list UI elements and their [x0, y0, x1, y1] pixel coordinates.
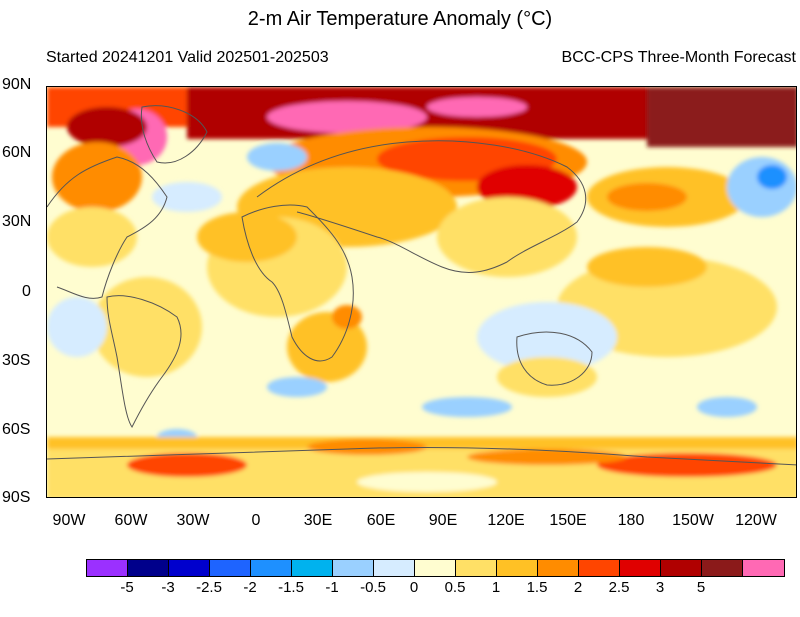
lon-label-150e: 150E: [549, 512, 587, 529]
lon-label-120e: 120E: [487, 512, 525, 529]
colorbar-swatch: [497, 560, 538, 576]
colorbar-label: 2: [573, 579, 583, 596]
anomaly-map-graphic: [47, 87, 796, 497]
colorbar-swatch: [620, 560, 661, 576]
colorbar-swatch: [415, 560, 456, 576]
lat-label-60s: 60S: [2, 421, 31, 438]
colorbar-label: 3: [655, 579, 665, 596]
anomaly-map: [46, 86, 797, 498]
colorbar-label: -3: [161, 579, 175, 596]
colorbar-swatch: [579, 560, 620, 576]
colorbar-label: -2.5: [196, 579, 222, 596]
colorbar-label: -1: [325, 579, 339, 596]
colorbar-label: 1.5: [526, 579, 548, 596]
map-title: 2-m Air Temperature Anomaly (°C): [247, 8, 553, 30]
anomaly-fields: [47, 87, 796, 497]
lat-label-30n: 30N: [2, 213, 32, 230]
colorbar-swatch: [169, 560, 210, 576]
lat-label-90n: 90N: [2, 76, 32, 93]
lon-label-180: 180: [617, 512, 645, 529]
colorbar-label: 0: [409, 579, 419, 596]
lon-label-30e: 30E: [303, 512, 333, 529]
lon-label-150w: 150W: [672, 512, 714, 529]
colorbar-swatch: [87, 560, 128, 576]
lon-label-0: 0: [251, 512, 261, 529]
colorbar: [86, 559, 785, 577]
colorbar-swatch: [251, 560, 292, 576]
coastlines: [47, 105, 796, 466]
lat-label-90s: 90S: [2, 489, 31, 506]
colorbar-swatch: [128, 560, 169, 576]
lat-label-60n: 60N: [2, 144, 32, 161]
lon-label-120w: 120W: [735, 512, 777, 529]
colorbar-label: -0.5: [360, 579, 386, 596]
lon-label-90w: 90W: [52, 512, 86, 529]
colorbar-label: -1.5: [278, 579, 304, 596]
colorbar-swatch: [456, 560, 497, 576]
lon-label-60e: 60E: [366, 512, 396, 529]
lon-label-60w: 60W: [114, 512, 148, 529]
lon-label-30w: 30W: [176, 512, 210, 529]
colorbar-label: -5: [120, 579, 134, 596]
colorbar-label: -2: [243, 579, 257, 596]
lat-label-30s: 30S: [2, 352, 31, 369]
colorbar-label: 2.5: [608, 579, 630, 596]
colorbar-swatch: [538, 560, 579, 576]
colorbar-swatch: [702, 560, 743, 576]
colorbar-label: 0.5: [444, 579, 466, 596]
forecast-source: BCC-CPS Three-Month Forecast: [561, 49, 796, 66]
colorbar-label: 1: [491, 579, 501, 596]
forecast-dates: Started 20241201 Valid 202501-202503: [46, 49, 329, 66]
colorbar-swatch: [661, 560, 702, 576]
colorbar-swatch: [292, 560, 333, 576]
lon-label-90e: 90E: [428, 512, 458, 529]
colorbar-swatch: [374, 560, 415, 576]
colorbar-swatch: [210, 560, 251, 576]
colorbar-swatch: [743, 560, 784, 576]
colorbar-swatch: [333, 560, 374, 576]
colorbar-label: 5: [696, 579, 706, 596]
lat-label-0: 0: [22, 283, 31, 300]
